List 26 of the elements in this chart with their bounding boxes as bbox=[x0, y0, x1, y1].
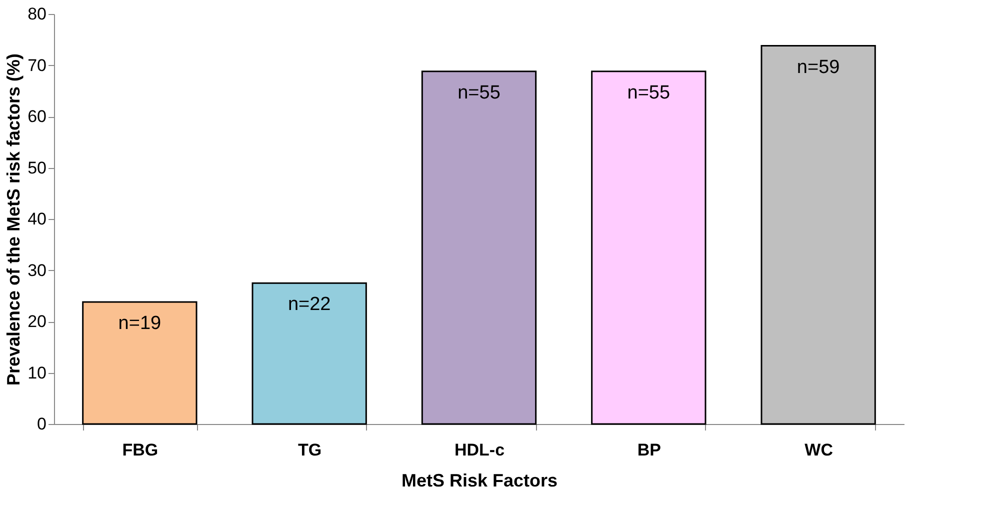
y-tick-label: 70 bbox=[28, 56, 46, 75]
bar bbox=[591, 70, 706, 425]
y-tick-label: 0 bbox=[37, 414, 46, 434]
bar bbox=[760, 45, 876, 425]
y-tick-label: 50 bbox=[28, 158, 46, 178]
y-tick-label: 30 bbox=[28, 260, 46, 280]
x-axis-title: MetS Risk Factors bbox=[401, 470, 558, 490]
x-tick-label: TG bbox=[298, 440, 322, 460]
annotation: n=22 bbox=[288, 294, 331, 316]
annotation: n=55 bbox=[458, 82, 500, 104]
bar bbox=[252, 282, 367, 425]
y-tick-label: 20 bbox=[28, 312, 46, 331]
y-axis-title: Prevalence of the MetS risk factors (%) bbox=[4, 53, 24, 386]
x-tick-label: HDL-c bbox=[454, 440, 505, 460]
x-tick-label: WC bbox=[804, 440, 833, 460]
annotation: n=59 bbox=[796, 56, 840, 78]
x-tick-label: FBG bbox=[122, 440, 158, 460]
annotation: n=19 bbox=[118, 313, 162, 334]
y-tick-label: 60 bbox=[28, 107, 46, 126]
y-tick-label: 40 bbox=[28, 210, 46, 228]
y-tick-label: 10 bbox=[28, 363, 46, 382]
x-tick-label: BP bbox=[637, 440, 661, 460]
annotation: n=55 bbox=[627, 82, 670, 104]
y-tick-label: 80 bbox=[28, 4, 46, 24]
bar bbox=[421, 70, 537, 425]
bar bbox=[82, 301, 198, 425]
